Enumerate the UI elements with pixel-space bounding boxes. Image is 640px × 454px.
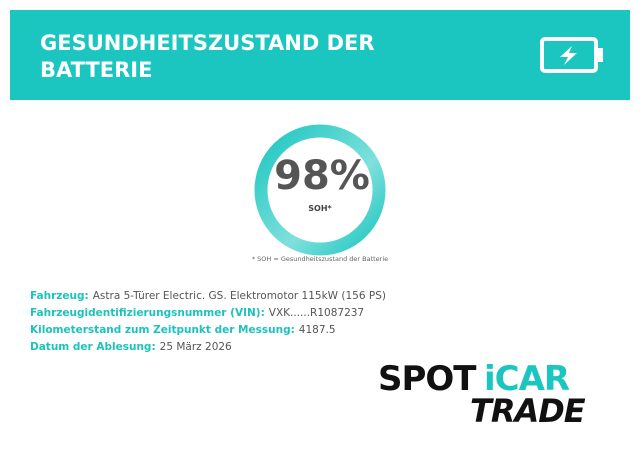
gauge-ring bbox=[254, 124, 386, 256]
details: Fahrzeug: Astra 5-Türer Electric. GS. Ele… bbox=[30, 290, 386, 353]
footnote: * SOH = Gesundheitszustand der Batterie bbox=[252, 255, 388, 263]
logo-part2: iCAR bbox=[484, 359, 570, 399]
detail-value: Astra 5-Türer Electric. GS. Elektromotor… bbox=[93, 290, 386, 302]
gauge-caption: SOH* bbox=[308, 204, 332, 213]
logo: SPOT iCAR TRADE bbox=[378, 359, 587, 430]
detail-value: 4187.5 bbox=[299, 324, 336, 336]
detail-label: Fahrzeug: bbox=[30, 290, 89, 302]
detail-line: Fahrzeugidentifizierungsnummer (VIN): VXK… bbox=[30, 307, 364, 319]
logo-line2: TRADE bbox=[470, 392, 586, 430]
gauge-value: 98% bbox=[274, 153, 370, 199]
detail-value: 25 März 2026 bbox=[160, 341, 232, 353]
detail-line: Fahrzeug: Astra 5-Türer Electric. GS. Ele… bbox=[30, 290, 386, 302]
header-band bbox=[10, 10, 630, 100]
detail-label: Kilometerstand zum Zeitpunkt der Messung… bbox=[30, 324, 295, 336]
logo-part1: SPOT bbox=[378, 359, 477, 399]
detail-label: Datum der Ablesung: bbox=[30, 341, 156, 353]
header-title: GESUNDHEITSZUSTAND DER bbox=[40, 31, 375, 55]
detail-value: VXK......R1087237 bbox=[269, 307, 364, 319]
header-title: BATTERIE bbox=[40, 58, 152, 82]
detail-line: Datum der Ablesung: 25 März 2026 bbox=[30, 341, 232, 353]
detail-line: Kilometerstand zum Zeitpunkt der Messung… bbox=[30, 324, 336, 336]
battery-icon bbox=[540, 37, 603, 73]
detail-label: Fahrzeugidentifizierungsnummer (VIN): bbox=[30, 307, 265, 319]
